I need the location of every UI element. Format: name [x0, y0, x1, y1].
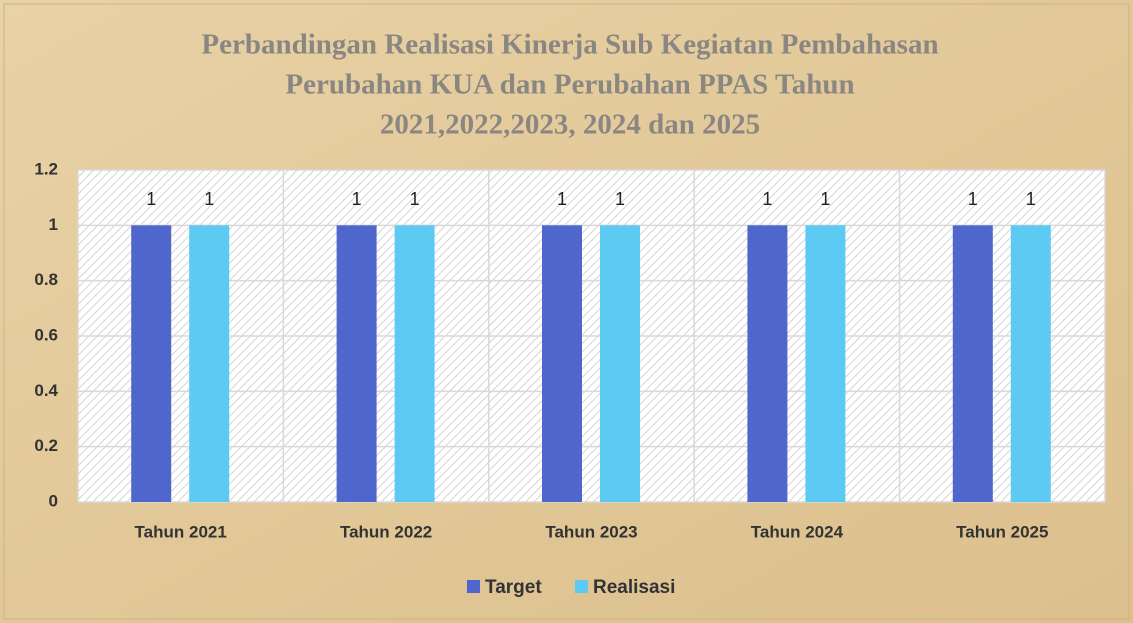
chart-title: Perbandingan Realisasi Kinerja Sub Kegia… — [201, 29, 938, 61]
x-tick-label: Tahun 2025 — [956, 522, 1048, 541]
y-tick-label: 0.6 — [34, 325, 58, 344]
data-label: 1 — [820, 189, 830, 209]
data-label: 1 — [968, 189, 978, 209]
bar — [805, 225, 846, 503]
legend-swatch — [467, 580, 480, 593]
legend-label: Target — [485, 577, 542, 598]
x-tick-label: Tahun 2022 — [340, 522, 432, 541]
legend-label: Realisasi — [593, 577, 675, 598]
bar — [394, 225, 435, 503]
y-tick-label: 0.8 — [34, 270, 58, 289]
chart-title: Perubahan KUA dan Perubahan PPAS Tahun — [285, 69, 854, 101]
bar — [131, 225, 172, 503]
data-label: 1 — [762, 189, 772, 209]
x-tick-label: Tahun 2023 — [545, 522, 637, 541]
bar — [1010, 225, 1051, 503]
data-label: 1 — [204, 189, 214, 209]
y-tick-label: 0 — [49, 491, 58, 510]
bar — [336, 225, 377, 503]
frame — [3, 3, 1130, 620]
data-label: 1 — [352, 189, 362, 209]
bar — [189, 225, 230, 503]
data-label: 1 — [557, 189, 567, 209]
data-label: 1 — [146, 189, 156, 209]
legend-swatch — [575, 580, 588, 593]
bar — [542, 225, 582, 503]
data-label: 1 — [1026, 189, 1036, 209]
data-label: 1 — [410, 189, 420, 209]
data-label: 1 — [615, 189, 625, 209]
x-tick-label: Tahun 2021 — [135, 522, 227, 541]
bar — [600, 225, 640, 503]
bar — [952, 225, 993, 503]
y-tick-label: 0.4 — [34, 381, 58, 400]
y-tick-label: 1 — [49, 215, 58, 234]
y-tick-label: 0.2 — [34, 436, 58, 455]
chart-title: 2021,2022,2023, 2024 dan 2025 — [380, 109, 760, 141]
x-tick-label: Tahun 2024 — [751, 522, 844, 541]
bar — [747, 225, 788, 503]
y-tick-label: 1.2 — [34, 159, 58, 178]
